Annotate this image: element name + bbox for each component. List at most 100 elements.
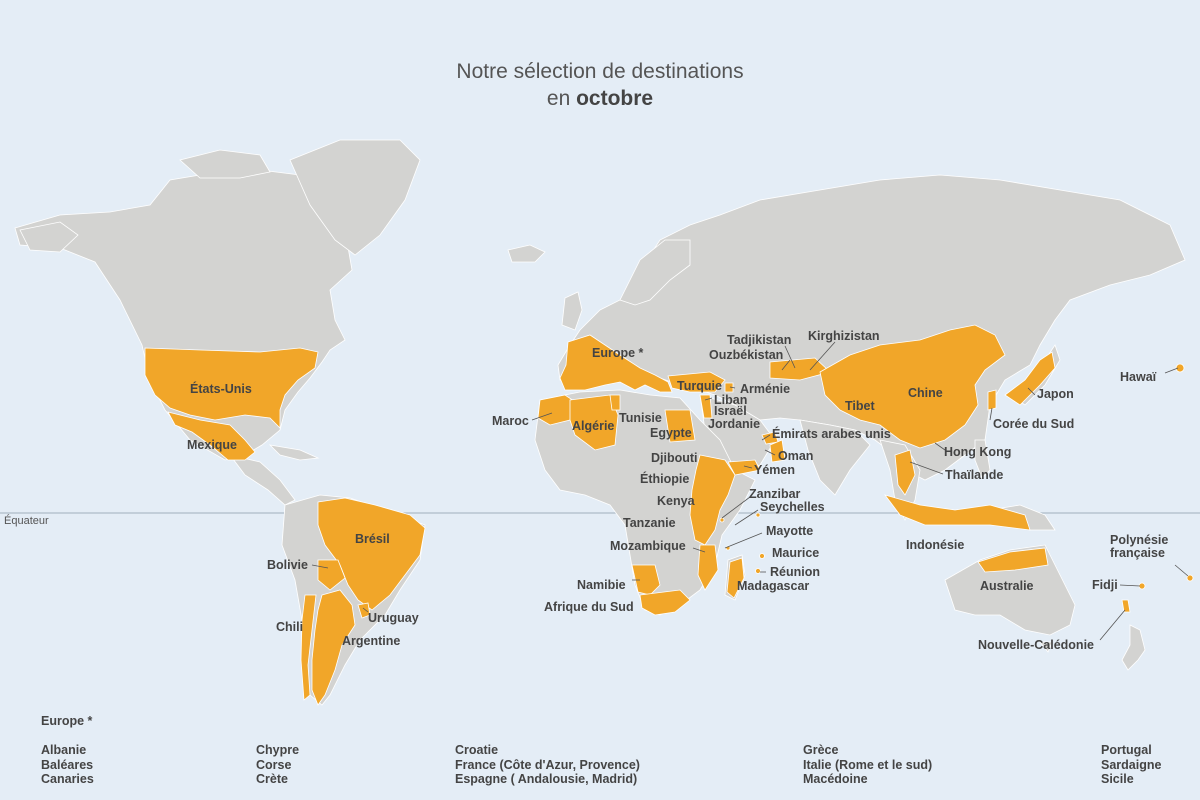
leader-yemen bbox=[743, 465, 753, 469]
land-central-america bbox=[229, 454, 296, 506]
label-seychelles: Seychelles bbox=[760, 500, 825, 514]
label-indonesie: Indonésie bbox=[906, 538, 965, 552]
label-europe: Europe * bbox=[592, 346, 644, 360]
land-iceland bbox=[507, 244, 546, 263]
hl-madagascar bbox=[726, 557, 745, 599]
hl-coree bbox=[987, 389, 997, 411]
land-australia bbox=[944, 544, 1076, 636]
label-jordanie: Jordanie bbox=[708, 417, 761, 431]
hl-bresil bbox=[317, 497, 426, 611]
label-argentine: Argentine bbox=[342, 634, 401, 648]
label-thailande: Thaïlande bbox=[945, 468, 1004, 482]
land-greenland bbox=[289, 139, 421, 256]
label-chine: Chine bbox=[908, 386, 943, 400]
hl-alaska bbox=[19, 221, 79, 253]
label-kirghizistan: Kirghizistan bbox=[808, 329, 880, 343]
hl-australie bbox=[977, 547, 1049, 573]
legend-item: Grèce bbox=[803, 743, 839, 757]
label-emirats: Émirats arabes unis bbox=[772, 427, 891, 441]
label-maurice: Maurice bbox=[772, 546, 820, 560]
legend-item: Sicile bbox=[1101, 772, 1134, 786]
hl-yemen bbox=[727, 459, 761, 476]
hl-oman bbox=[769, 439, 786, 463]
label-mexique: Mexique bbox=[187, 438, 238, 452]
label-bolivie: Bolivie bbox=[267, 558, 308, 572]
hl-polynesie bbox=[1186, 574, 1194, 582]
hl-argentine bbox=[311, 589, 356, 706]
label-mayotte: Mayotte bbox=[766, 524, 814, 538]
leader-japon bbox=[1027, 387, 1036, 396]
label-turquie: Turquie bbox=[677, 379, 722, 393]
label-israel: Israël bbox=[714, 404, 747, 418]
hl-uruguay bbox=[357, 602, 371, 619]
legend-item: Espagne ( Andalousie, Madrid) bbox=[455, 772, 638, 786]
label-reunion: Réunion bbox=[770, 565, 820, 579]
leader-coree bbox=[989, 407, 993, 421]
label-namibie: Namibie bbox=[577, 578, 626, 592]
leader-uruguay bbox=[362, 607, 369, 613]
label-kenya: Kenya bbox=[657, 494, 695, 508]
label-polynesie-1: Polynésie bbox=[1110, 533, 1169, 547]
label-tunisie: Tunisie bbox=[619, 411, 662, 425]
legend-heading: Europe * bbox=[41, 714, 93, 728]
leader-bolivie bbox=[311, 564, 329, 569]
legend-item: Canaries bbox=[41, 772, 94, 786]
label-afrique-du-sud: Afrique du Sud bbox=[544, 600, 634, 614]
label-maroc: Maroc bbox=[492, 414, 529, 428]
label-ethiopie: Éthiopie bbox=[640, 472, 690, 486]
hl-zanzibar bbox=[719, 517, 725, 523]
label-madagascar: Madagascar bbox=[737, 579, 810, 593]
legend-item: Macédoine bbox=[803, 772, 868, 786]
hl-usa bbox=[144, 347, 319, 429]
hl-chine bbox=[819, 324, 1006, 449]
label-algerie: Algérie bbox=[572, 419, 615, 433]
label-chili: Chili bbox=[276, 620, 304, 634]
legend-item: Italie (Rome et le sud) bbox=[803, 757, 933, 772]
leader-maroc bbox=[531, 412, 553, 421]
leader-polynesie bbox=[1174, 564, 1189, 577]
title-line-1: Notre sélection de destinations bbox=[456, 60, 744, 83]
label-polynesie-2: française bbox=[1110, 546, 1165, 560]
hl-tunisie bbox=[609, 394, 621, 411]
label-djibouti: Djibouti bbox=[651, 451, 698, 465]
legend-col-3: Croatie France (Côte d'Azur, Provence) E… bbox=[455, 743, 640, 787]
leader-lines bbox=[311, 341, 1189, 641]
label-zanzibar: Zanzibar bbox=[749, 487, 801, 501]
label-tanzanie: Tanzanie bbox=[623, 516, 676, 530]
legend-item: Corse bbox=[256, 757, 292, 772]
title-line-2-prefix: en bbox=[546, 87, 577, 110]
leader-kirghizistan bbox=[809, 341, 836, 371]
label-liban: Liban bbox=[714, 393, 748, 407]
label-ouzbekistan: Ouzbékistan bbox=[709, 348, 784, 362]
land-new-zealand bbox=[1121, 624, 1146, 671]
leader-mozambique bbox=[692, 547, 706, 553]
hl-east-africa bbox=[689, 454, 736, 546]
hl-maurice bbox=[759, 553, 765, 559]
label-nouvelle-caledonie: Nouvelle-Calédonie bbox=[978, 638, 1094, 652]
leader-ouzbekistan bbox=[781, 359, 791, 371]
label-tibet: Tibet bbox=[845, 399, 875, 413]
label-fidji: Fidji bbox=[1092, 578, 1118, 592]
label-japon: Japon bbox=[1037, 387, 1074, 401]
title-month: octobre bbox=[576, 87, 654, 110]
label-hong-kong: Hong Kong bbox=[944, 445, 1012, 459]
label-tadjikistan: Tadjikistan bbox=[727, 333, 792, 347]
hl-chili bbox=[300, 594, 317, 701]
hl-armenie bbox=[724, 382, 734, 393]
leader-tadjikistan bbox=[784, 345, 796, 369]
hl-reunion bbox=[755, 568, 761, 574]
leader-seychelles bbox=[734, 509, 759, 526]
leader-oman bbox=[764, 449, 776, 456]
legend-col-4: Grèce Italie (Rome et le sud) Macédoine bbox=[803, 743, 932, 787]
leader-armenie bbox=[729, 386, 736, 389]
leader-hong-kong bbox=[934, 442, 946, 451]
hl-turquie bbox=[667, 371, 726, 393]
hl-thailande bbox=[894, 449, 916, 496]
land-arctic-islands bbox=[179, 149, 271, 179]
land-philippines bbox=[974, 439, 991, 479]
legend-item: Chypre bbox=[256, 743, 300, 757]
label-australie: Australie bbox=[980, 579, 1034, 593]
leader-zanzibar bbox=[721, 496, 751, 519]
